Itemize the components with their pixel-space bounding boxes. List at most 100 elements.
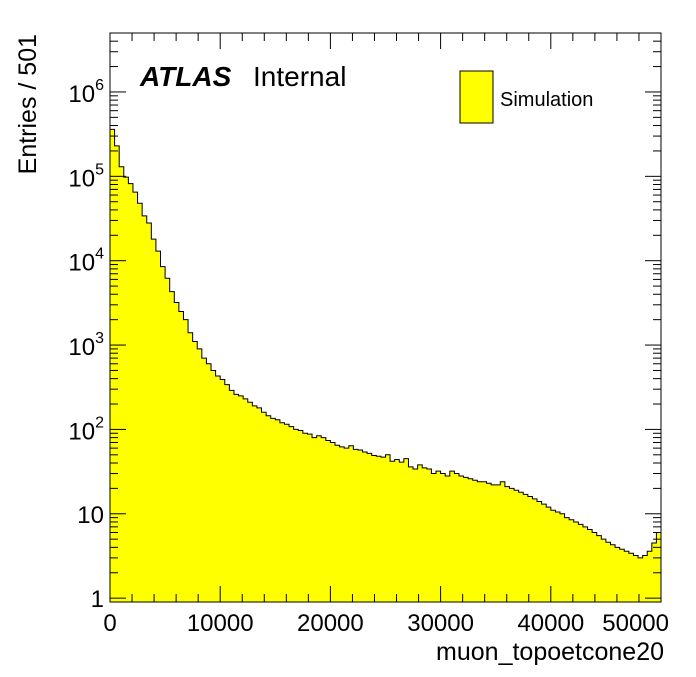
- histogram-bin: [302, 433, 308, 602]
- y-tick-base: 10: [68, 334, 95, 361]
- histogram-bin: [605, 542, 611, 602]
- histogram-bin: [367, 453, 373, 602]
- y-tick-base: 10: [68, 418, 95, 445]
- histogram-bin: [344, 448, 350, 602]
- histogram-bin: [132, 192, 138, 602]
- histogram-bin: [385, 454, 391, 602]
- histogram-bin: [624, 551, 630, 602]
- histogram-bin: [559, 513, 565, 602]
- atlas-sublabel: Internal: [253, 61, 346, 92]
- histogram-bin: [215, 375, 221, 602]
- histogram-bin: [481, 481, 487, 602]
- histogram-bin: [243, 398, 249, 602]
- histogram-bin: [312, 437, 318, 602]
- histogram-bin: [500, 481, 506, 602]
- histogram-bin: [165, 278, 171, 602]
- histogram-bin: [449, 471, 455, 602]
- histogram-bin: [289, 426, 295, 602]
- histogram-bin: [279, 422, 285, 602]
- histogram-bin: [514, 490, 520, 602]
- histogram-bin: [224, 384, 230, 602]
- y-tick-label: 104: [68, 246, 104, 277]
- histogram-bin: [238, 395, 244, 602]
- histogram-bin: [357, 450, 363, 602]
- legend: Simulation: [459, 70, 593, 124]
- histogram-outline: [109, 128, 662, 602]
- histogram-bin: [376, 456, 382, 602]
- histogram-bin: [615, 547, 621, 602]
- histogram-bin: [541, 504, 547, 602]
- histogram-bin: [633, 555, 639, 602]
- histogram-bin: [298, 430, 304, 602]
- y-tick-exponent: 2: [95, 414, 104, 431]
- histogram-bin: [468, 478, 474, 602]
- histogram-bin: [426, 468, 432, 602]
- y-tick-label: 105: [68, 161, 104, 192]
- atlas-label-group: ATLAS Internal: [139, 61, 346, 92]
- histogram-bin: [537, 501, 543, 602]
- histogram-bin: [146, 222, 152, 603]
- y-tick-label: 102: [68, 414, 104, 445]
- histogram-bin: [275, 419, 281, 602]
- histogram-bin: [321, 437, 327, 602]
- histogram-bin: [325, 440, 331, 602]
- histogram-bin: [174, 302, 180, 602]
- x-tick-label: 20000: [297, 610, 364, 637]
- histogram-bin: [647, 551, 653, 602]
- histogram-bin: [440, 473, 446, 602]
- histogram-bin: [270, 418, 276, 602]
- histogram-bin: [642, 555, 648, 602]
- histogram-bin: [477, 481, 483, 602]
- histogram-bin: [495, 484, 501, 602]
- histogram-bin: [509, 488, 515, 602]
- histogram-bin: [610, 544, 616, 602]
- histogram-bin: [417, 464, 423, 602]
- histogram-bin: [339, 446, 345, 602]
- histogram-bin: [348, 445, 354, 602]
- histogram-bin: [160, 266, 166, 602]
- histogram-bin: [436, 471, 441, 602]
- histogram-bin: [555, 511, 561, 602]
- y-tick-exponent: 5: [95, 161, 104, 178]
- histogram-bin: [445, 476, 451, 602]
- histogram-bin: [266, 415, 272, 602]
- histogram-bin: [261, 412, 267, 602]
- histogram-bin: [596, 535, 602, 602]
- histogram-bin: [256, 407, 262, 602]
- histogram-bin: [307, 434, 313, 602]
- plot-frame: [109, 32, 662, 603]
- histogram-bin: [518, 492, 524, 602]
- histogram-bin: [183, 319, 189, 602]
- histogram-bars: [110, 129, 662, 603]
- histogram-bin: [546, 507, 552, 602]
- histogram-bin: [408, 466, 414, 602]
- histogram-bin: [413, 468, 419, 602]
- histogram-bin: [592, 532, 598, 602]
- histogram-bin: [527, 496, 533, 602]
- histogram-bin: [422, 467, 428, 602]
- histogram-bin: [188, 332, 194, 602]
- y-tick-label: 1: [91, 586, 104, 613]
- histogram-bin: [532, 498, 538, 602]
- x-tick-label: 50000: [602, 610, 669, 637]
- y-tick-base: 10: [68, 165, 95, 192]
- y-tick-label: 106: [68, 77, 104, 108]
- histogram-bin: [362, 451, 368, 602]
- histogram-bin: [403, 458, 409, 602]
- histogram-bin: [119, 166, 125, 603]
- y-tick-label: 103: [68, 330, 104, 361]
- histogram-bin: [114, 145, 120, 602]
- histogram-bin: [463, 477, 469, 602]
- histogram-bin: [550, 510, 556, 602]
- histogram-bin: [582, 526, 588, 602]
- histogram-bin: [491, 484, 497, 602]
- x-tick-label: 0: [103, 610, 116, 637]
- x-tick-label: 10000: [187, 610, 254, 637]
- histogram-bin: [192, 341, 198, 602]
- histogram-bin: [220, 379, 226, 602]
- histogram-bin: [573, 521, 579, 602]
- histogram-bin: [201, 358, 207, 602]
- histogram-bin: [619, 549, 625, 602]
